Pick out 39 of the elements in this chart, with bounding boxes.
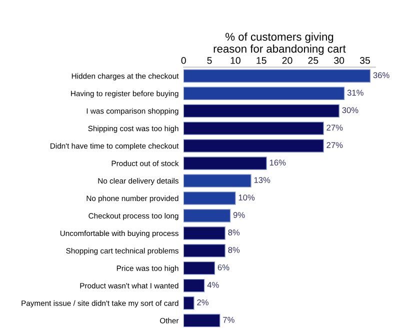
bar xyxy=(184,314,220,328)
data-label: 6% xyxy=(218,264,230,270)
x-tick-label: 0 xyxy=(181,57,186,64)
x-tick-label: 10 xyxy=(230,57,240,64)
bar xyxy=(184,174,252,188)
x-tick-label: 30 xyxy=(334,57,344,64)
data-label: 4% xyxy=(207,282,219,288)
bar xyxy=(184,156,267,170)
data-label: 30% xyxy=(342,107,358,114)
bar xyxy=(184,261,216,275)
data-label: 7% xyxy=(223,316,234,323)
data-label: 9% xyxy=(233,212,245,218)
x-tick-label: 25 xyxy=(308,57,318,64)
x-axis-title: % of customers giving reason for abandoning cart xyxy=(214,32,346,55)
data-label: 2% xyxy=(197,299,208,306)
x-tick-label: 15 xyxy=(256,57,266,64)
data-label: 8% xyxy=(228,230,240,236)
data-label: 16% xyxy=(270,160,286,166)
bar xyxy=(184,209,231,222)
data-label: 31% xyxy=(347,90,364,96)
x-tick-label: 35 xyxy=(360,57,370,64)
bar xyxy=(184,104,340,118)
data-label: 8% xyxy=(228,246,240,253)
bar xyxy=(184,192,236,205)
bar xyxy=(184,122,324,135)
bar xyxy=(184,296,194,310)
bar xyxy=(184,244,226,258)
data-label: 27% xyxy=(326,142,343,148)
data-label: 27% xyxy=(326,124,343,131)
bar xyxy=(184,226,226,240)
bar xyxy=(184,139,324,152)
bar xyxy=(184,69,371,83)
bar xyxy=(184,86,345,100)
x-tick-label: 5 xyxy=(207,57,212,64)
data-label: 13% xyxy=(254,177,270,184)
bar xyxy=(184,278,205,292)
data-label: 10% xyxy=(238,194,255,200)
x-tick-label: 20 xyxy=(282,57,292,64)
data-label: 36% xyxy=(373,72,390,78)
